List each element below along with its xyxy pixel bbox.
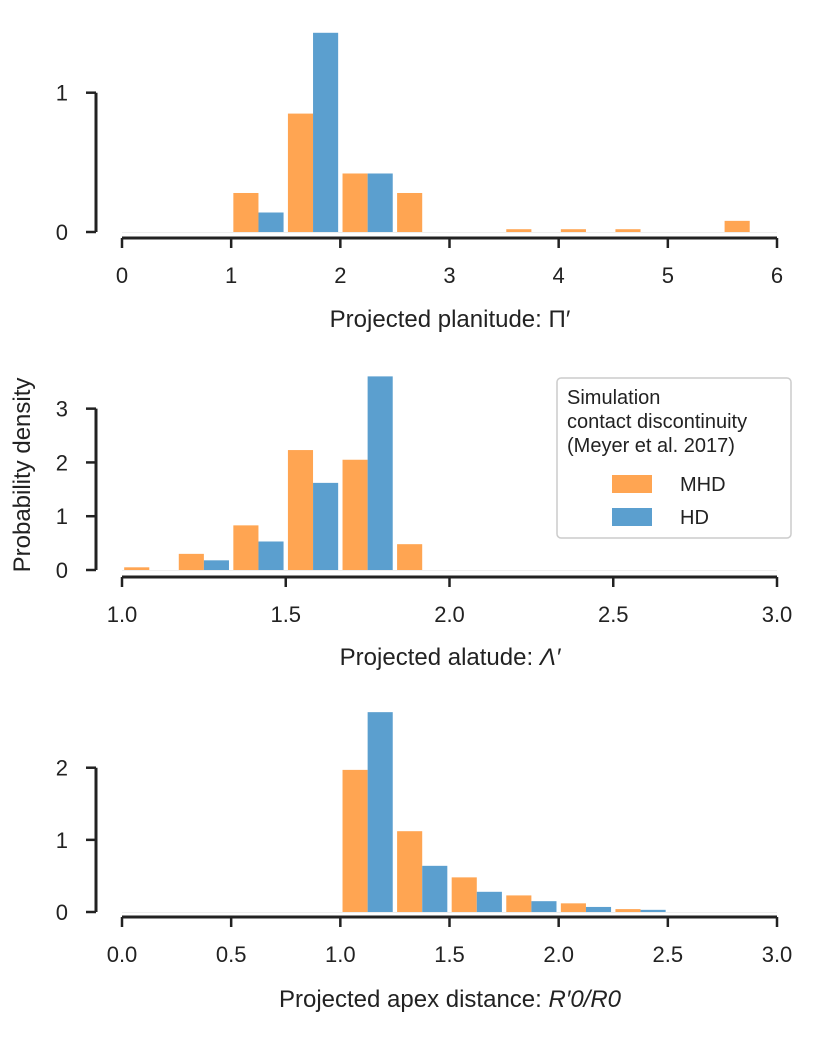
legend-swatch-hd	[612, 508, 652, 526]
bar-mhd-bin-0	[124, 567, 150, 570]
x-tick-label: 1	[225, 263, 237, 288]
bar-mhd-bin-4	[342, 769, 368, 912]
legend-label-hd: HD	[680, 507, 709, 529]
bar-hd-bin-7	[531, 901, 557, 912]
x-tick-label: 1.0	[325, 942, 356, 967]
y-tick-label: 3	[56, 397, 68, 422]
bar-mhd-bin-4	[342, 173, 368, 232]
bar-mhd-bin-5	[397, 544, 423, 570]
x-tick-label: 1.0	[107, 602, 138, 627]
bar-hd-bin-4	[367, 376, 393, 570]
x-axis-label-alatude: Projected alatude: Λ′	[340, 644, 562, 671]
y-tick-label: 1	[56, 504, 68, 529]
legend-title-line-2: contact discontinuity	[567, 411, 747, 433]
legend: Simulation contact discontinuity (Meyer …	[556, 377, 792, 539]
bar-hd-bin-3	[313, 482, 339, 570]
panel-alatude: Projected alatude: Λ′ 1.0 1.5 2.0 2.5 3.0 0 1 2…	[56, 376, 793, 671]
x-tick-label: 3.0	[762, 942, 793, 967]
x-tick-label: 0.0	[107, 942, 138, 967]
bar-mhd-bin-2	[233, 525, 259, 570]
bar-mhd-bin-4	[342, 459, 368, 570]
x-tick-label: 3.0	[762, 602, 793, 627]
y-tick-label: 1	[56, 828, 68, 853]
legend-frame	[556, 377, 792, 539]
y-tick-label: 0	[56, 220, 68, 245]
x-tick-label: 6	[771, 263, 783, 288]
bar-mhd-bin-8	[560, 229, 586, 232]
y-tick-label: 0	[56, 558, 68, 583]
bar-hd-bin-6	[476, 891, 502, 912]
legend-title-line-1: Simulation	[567, 387, 660, 409]
bar-hd-bin-5	[422, 865, 448, 912]
legend-swatch-mhd	[612, 475, 652, 493]
bar-hd-bin-4	[367, 173, 393, 232]
bar-hd-bin-9	[640, 909, 666, 912]
legend-title-line-3: (Meyer et al. 2017)	[567, 435, 735, 457]
shared-y-axis-label: Probability density	[9, 378, 36, 573]
x-axis-label-planitude: Projected planitude: Π′	[330, 306, 571, 333]
bar-mhd-bin-7	[506, 229, 532, 232]
bar-mhd-bin-1	[178, 553, 204, 570]
bar-mhd-bin-9	[615, 909, 641, 912]
bar-hd-bin-2	[258, 212, 284, 232]
x-tick-label: 2	[334, 263, 346, 288]
bar-mhd-bin-11	[724, 220, 750, 232]
x-tick-label: 2.5	[598, 602, 629, 627]
x-tick-label: 1.5	[270, 602, 301, 627]
bar-mhd-bin-2	[233, 192, 259, 232]
y-tick-label: 0	[56, 900, 68, 925]
x-axis-label-apex-distance: Projected apex distance: R′0/R0	[279, 986, 622, 1013]
bar-hd-bin-8	[585, 906, 612, 912]
bar-mhd-bin-3	[287, 113, 314, 232]
x-tick-label: 2.0	[543, 942, 574, 967]
bar-hd-bin-4	[367, 712, 393, 912]
x-tick-label: 2.0	[434, 602, 465, 627]
y-tick-label: 2	[56, 450, 68, 475]
bar-mhd-bin-6	[451, 877, 477, 912]
x-tick-label: 3	[443, 263, 455, 288]
bar-mhd-bin-8	[560, 903, 586, 912]
bar-mhd-bin-5	[397, 831, 423, 912]
bar-hd-bin-2	[258, 541, 284, 570]
bar-hd-bin-3	[313, 32, 339, 232]
x-tick-label: 1.5	[434, 942, 465, 967]
panel-apex-distance: Projected apex distance: R′0/R0 0.0 0.5 1.…	[56, 712, 793, 1013]
y-tick-label: 2	[56, 756, 68, 781]
bar-mhd-bin-7	[506, 895, 532, 912]
bar-mhd-bin-9	[615, 229, 641, 232]
x-tick-label: 2.5	[653, 942, 684, 967]
bar-mhd-bin-5	[397, 192, 423, 232]
bar-mhd-bin-3	[287, 450, 314, 570]
x-tick-label: 0	[116, 263, 128, 288]
panel-planitude: Projected planitude: Π′ 0 1 2 3 4 5 6 0 1	[56, 32, 783, 333]
legend-label-mhd: MHD	[680, 474, 726, 496]
bar-hd-bin-1	[203, 560, 229, 570]
x-tick-label: 4	[553, 263, 565, 288]
y-tick-label: 1	[56, 81, 68, 106]
x-tick-label: 0.5	[216, 942, 247, 967]
x-tick-label: 5	[662, 263, 674, 288]
